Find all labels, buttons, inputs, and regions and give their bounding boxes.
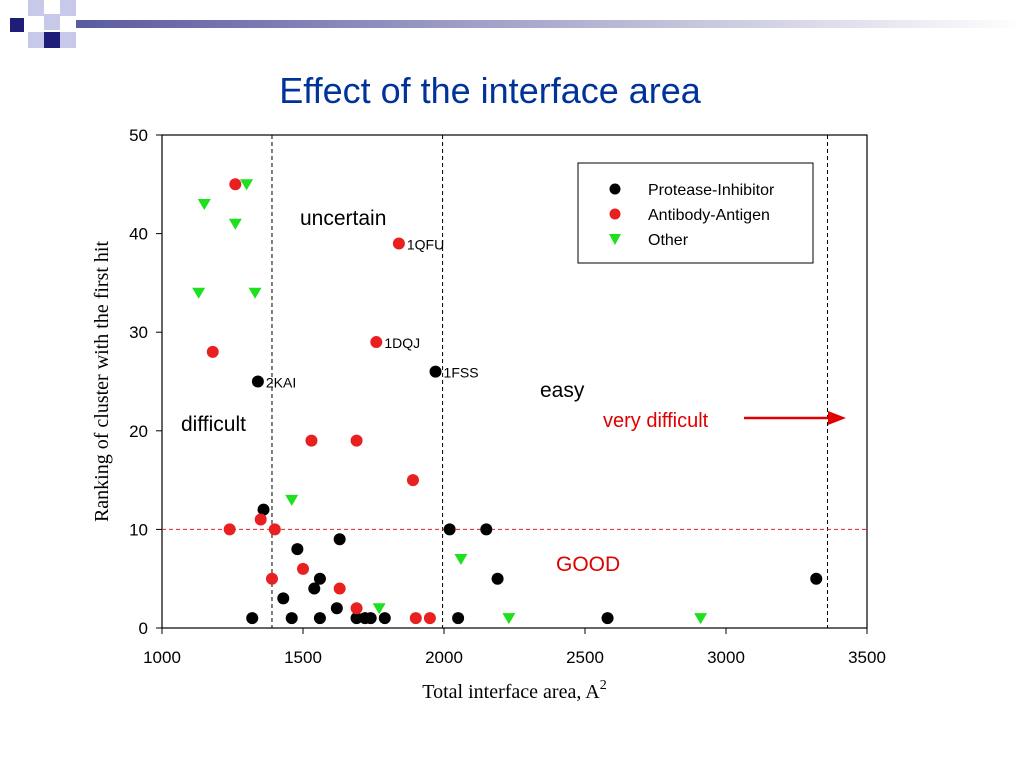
- data-point: [409, 612, 422, 625]
- data-point: [350, 612, 363, 625]
- y-tick-label: 20: [129, 422, 148, 441]
- point-label: 1DQJ: [384, 335, 420, 351]
- legend-marker: [609, 183, 621, 195]
- data-point: [305, 434, 318, 447]
- data-point: [229, 178, 242, 191]
- point-label: 1QFU: [407, 236, 444, 252]
- y-tick-label: 30: [129, 323, 148, 342]
- data-point: [257, 503, 270, 516]
- data-point: [223, 523, 236, 536]
- data-point: [480, 523, 493, 536]
- data-point: [429, 365, 442, 378]
- x-tick-label: 3000: [707, 648, 745, 667]
- arrow-head: [828, 411, 846, 425]
- slide-logo: [0, 0, 1024, 48]
- legend: Protease-Inhibitor Antibody-Antigen Other: [577, 162, 814, 264]
- data-point: [313, 572, 326, 585]
- legend-label: Other: [648, 232, 689, 249]
- region-label-difficult: difficult: [181, 413, 246, 436]
- point-label: 2KAI: [266, 375, 296, 391]
- data-point: [313, 612, 326, 625]
- data-point: [406, 474, 419, 487]
- x-axis-label: Total interface area, A2: [422, 678, 606, 703]
- data-point: [454, 553, 468, 565]
- y-tick-label: 50: [129, 126, 148, 145]
- x-tick-label: 1000: [143, 648, 181, 667]
- data-point: [265, 572, 278, 585]
- data-point: [254, 513, 267, 526]
- region-label-uncertain: uncertain: [300, 207, 386, 230]
- data-point: [350, 434, 363, 447]
- y-axis-label: Ranking of cluster with the first hit: [91, 241, 113, 523]
- data-point: [810, 572, 823, 585]
- legend-marker: [609, 208, 621, 220]
- legend-label: Antibody-Antigen: [648, 207, 770, 224]
- data-point: [240, 179, 254, 191]
- point-label: 1FSS: [444, 365, 479, 381]
- data-point: [333, 582, 346, 595]
- data-point: [694, 613, 708, 625]
- data-point: [370, 336, 383, 349]
- legend-marker: [609, 234, 621, 245]
- data-point: [285, 612, 298, 625]
- legend-label: Protease-Inhibitor: [648, 182, 775, 199]
- data-point: [206, 345, 219, 358]
- data-point: [248, 287, 262, 299]
- data-point: [378, 612, 391, 625]
- slide-title: Effect of the interface area: [279, 70, 701, 111]
- data-point: [228, 218, 242, 230]
- data-point: [192, 287, 206, 299]
- x-tick-label: 2500: [566, 648, 604, 667]
- data-point: [297, 562, 309, 575]
- x-tick-label: 3500: [848, 648, 886, 667]
- data-point: [268, 523, 281, 536]
- data-point: [502, 613, 516, 625]
- data-point: [601, 612, 614, 625]
- data-point: [372, 603, 386, 615]
- x-tick-label: 1500: [284, 648, 322, 667]
- y-tick-label: 10: [129, 520, 148, 539]
- data-point: [330, 602, 343, 615]
- data-point: [251, 375, 264, 388]
- region-label-very-difficult: very difficult: [603, 410, 709, 432]
- data-point: [364, 612, 377, 625]
- data-point: [308, 582, 321, 595]
- data-point: [443, 523, 456, 536]
- data-point: [246, 612, 259, 625]
- data-point: [350, 602, 363, 615]
- data-point: [392, 237, 405, 250]
- region-label-good: GOOD: [556, 553, 620, 576]
- plot-area: [161, 134, 868, 629]
- data-point: [491, 572, 504, 585]
- y-tick-label: 40: [129, 225, 148, 244]
- data-point: [333, 533, 346, 546]
- data-point: [452, 612, 465, 625]
- data-point: [277, 592, 290, 605]
- x-tick-label: 2000: [425, 648, 463, 667]
- data-point: [291, 543, 304, 556]
- data-point: [285, 494, 299, 506]
- region-label-easy: easy: [540, 379, 585, 402]
- data-point: [423, 612, 436, 625]
- y-tick-label: 0: [139, 619, 148, 638]
- data-point: [197, 199, 211, 211]
